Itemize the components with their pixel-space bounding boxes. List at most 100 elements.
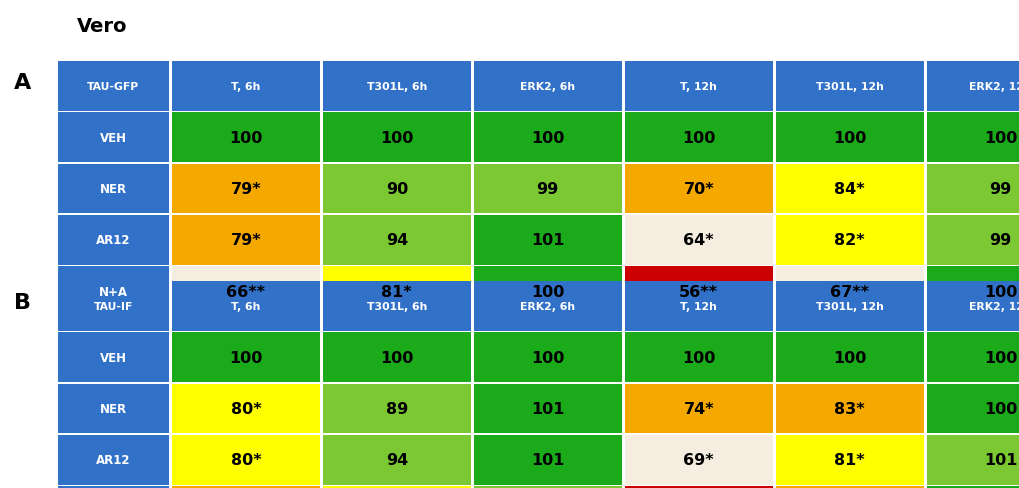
Bar xyxy=(926,266,1019,316)
Bar xyxy=(58,266,169,316)
Bar xyxy=(473,216,621,265)
Bar xyxy=(775,281,923,331)
Text: 56**: 56** xyxy=(679,284,717,299)
Text: N+A: N+A xyxy=(99,285,127,298)
Bar xyxy=(172,333,320,383)
Bar xyxy=(473,333,621,383)
Text: 100: 100 xyxy=(682,130,714,145)
Bar xyxy=(58,113,169,163)
Bar xyxy=(926,164,1019,214)
Text: 69*: 69* xyxy=(683,452,713,468)
Bar xyxy=(926,384,1019,433)
Text: A: A xyxy=(14,73,31,93)
Text: TAU-IF: TAU-IF xyxy=(94,301,132,311)
Text: 89: 89 xyxy=(385,401,408,416)
Bar xyxy=(775,62,923,112)
Text: Vero: Vero xyxy=(76,17,127,36)
Bar xyxy=(926,435,1019,485)
Text: T, 12h: T, 12h xyxy=(680,301,716,311)
Bar xyxy=(58,384,169,433)
Bar xyxy=(323,384,471,433)
Bar xyxy=(172,164,320,214)
Bar xyxy=(323,266,471,316)
Bar xyxy=(323,164,471,214)
Bar xyxy=(775,164,923,214)
Text: 90: 90 xyxy=(385,182,408,197)
Bar xyxy=(926,113,1019,163)
Text: 80*: 80* xyxy=(230,452,261,468)
Bar xyxy=(323,486,471,488)
Text: NER: NER xyxy=(100,402,126,415)
Bar xyxy=(172,113,320,163)
Text: T301L, 6h: T301L, 6h xyxy=(366,81,427,92)
Text: 101: 101 xyxy=(531,233,564,248)
Text: 66**: 66** xyxy=(226,284,265,299)
Text: 101: 101 xyxy=(531,401,564,416)
Text: 100: 100 xyxy=(983,401,1016,416)
Text: 100: 100 xyxy=(380,350,413,365)
Bar xyxy=(926,486,1019,488)
Bar xyxy=(323,113,471,163)
Text: 100: 100 xyxy=(682,350,714,365)
Text: 100: 100 xyxy=(983,284,1016,299)
Text: 101: 101 xyxy=(983,452,1016,468)
Text: AR12: AR12 xyxy=(96,234,130,247)
Text: 64*: 64* xyxy=(683,233,713,248)
Text: AR12: AR12 xyxy=(96,453,130,467)
Bar xyxy=(775,216,923,265)
Bar xyxy=(58,62,169,112)
Bar xyxy=(58,333,169,383)
Bar xyxy=(473,435,621,485)
Bar xyxy=(775,113,923,163)
Text: ERK2, 6h: ERK2, 6h xyxy=(520,301,575,311)
Text: B: B xyxy=(14,293,31,312)
Text: 84*: 84* xyxy=(834,182,864,197)
Text: VEH: VEH xyxy=(100,131,126,144)
Bar xyxy=(58,164,169,214)
Text: 81*: 81* xyxy=(834,452,864,468)
Text: T, 12h: T, 12h xyxy=(680,81,716,92)
Bar xyxy=(926,333,1019,383)
Bar xyxy=(58,486,169,488)
Text: 82*: 82* xyxy=(834,233,864,248)
Bar xyxy=(323,281,471,331)
Bar xyxy=(473,266,621,316)
Bar xyxy=(624,113,772,163)
Text: 99: 99 xyxy=(988,182,1011,197)
Text: 100: 100 xyxy=(983,130,1016,145)
Bar xyxy=(58,216,169,265)
Bar xyxy=(172,435,320,485)
Bar xyxy=(172,216,320,265)
Bar xyxy=(775,384,923,433)
Text: T301L, 12h: T301L, 12h xyxy=(815,301,882,311)
Text: 100: 100 xyxy=(531,130,564,145)
Bar xyxy=(775,435,923,485)
Bar xyxy=(323,216,471,265)
Text: 99: 99 xyxy=(988,233,1011,248)
Text: T, 6h: T, 6h xyxy=(231,301,260,311)
Text: T, 6h: T, 6h xyxy=(231,81,260,92)
Text: 100: 100 xyxy=(833,350,865,365)
Text: 100: 100 xyxy=(531,350,564,365)
Text: T301L, 6h: T301L, 6h xyxy=(366,301,427,311)
Bar xyxy=(473,384,621,433)
Bar xyxy=(624,384,772,433)
Text: 99: 99 xyxy=(536,182,558,197)
Text: 70*: 70* xyxy=(683,182,713,197)
Bar xyxy=(473,164,621,214)
Bar xyxy=(323,62,471,112)
Bar xyxy=(926,281,1019,331)
Text: 100: 100 xyxy=(983,350,1016,365)
Bar xyxy=(58,281,169,331)
Text: VEH: VEH xyxy=(100,351,126,364)
Bar xyxy=(775,333,923,383)
Bar xyxy=(473,281,621,331)
Text: 101: 101 xyxy=(531,452,564,468)
Bar xyxy=(473,486,621,488)
Text: 100: 100 xyxy=(229,350,262,365)
Bar xyxy=(775,486,923,488)
Bar xyxy=(624,216,772,265)
Bar xyxy=(172,62,320,112)
Bar xyxy=(624,164,772,214)
Text: 100: 100 xyxy=(229,130,262,145)
